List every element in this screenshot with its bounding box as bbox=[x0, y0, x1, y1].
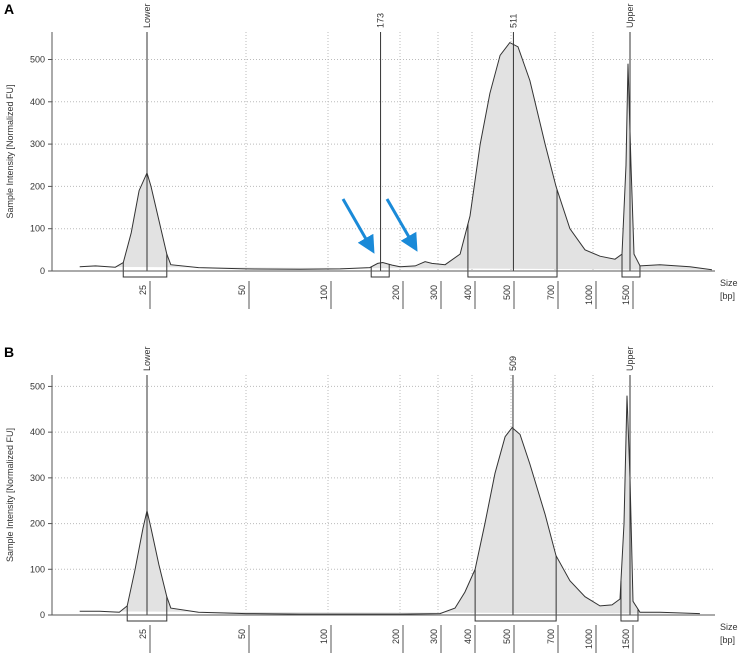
arrow bbox=[341, 198, 375, 254]
x-tick-label: 400 bbox=[463, 285, 473, 300]
x-tick-label: 1500 bbox=[621, 285, 631, 305]
y-tick-label: 300 bbox=[30, 473, 45, 483]
y-tick-label: 100 bbox=[30, 564, 45, 574]
peak-label: 509 bbox=[508, 356, 518, 371]
arrows bbox=[341, 198, 418, 254]
peak-label: Lower bbox=[142, 346, 152, 371]
x-tick-label: 200 bbox=[391, 285, 401, 300]
y-tick-label: 100 bbox=[30, 224, 45, 234]
y-tick-label: 200 bbox=[30, 181, 45, 191]
y-tick-label: 300 bbox=[30, 139, 45, 149]
integration-region bbox=[474, 555, 557, 622]
panel-label: A bbox=[4, 1, 14, 17]
x-tick-label: 100 bbox=[319, 285, 329, 300]
x-axis-unit: [bp] bbox=[720, 635, 735, 645]
y-axis-label: Sample Intensity [Normalized FU] bbox=[5, 428, 15, 562]
y-axis-label: Sample Intensity [Normalized FU] bbox=[5, 84, 15, 218]
panel: A Sample Intensity [Normalized FU] Size [bp… bbox=[4, 1, 738, 309]
y-tick-label: 400 bbox=[30, 97, 45, 107]
x-tick-label: 25 bbox=[138, 629, 148, 639]
electropherogram-curve bbox=[79, 395, 700, 615]
x-tick-label: 1000 bbox=[584, 285, 594, 305]
y-tick-label: 500 bbox=[30, 54, 45, 64]
peak-label: Upper bbox=[625, 3, 635, 28]
x-tick-label: 400 bbox=[463, 629, 473, 644]
peak-label: Lower bbox=[142, 3, 152, 28]
x-tick-label: 300 bbox=[429, 629, 439, 644]
y-tick-label: 0 bbox=[40, 266, 45, 276]
x-tick-label: 700 bbox=[546, 285, 556, 300]
y-tick-label: 400 bbox=[30, 427, 45, 437]
electropherogram-curve bbox=[79, 41, 712, 271]
x-axis-label: Size bbox=[720, 278, 738, 288]
integration-region bbox=[126, 596, 168, 622]
y-tick-label: 200 bbox=[30, 519, 45, 529]
integration-region bbox=[122, 254, 168, 278]
x-tick-label: 50 bbox=[237, 285, 247, 295]
x-tick-label: 100 bbox=[319, 629, 329, 644]
x-axis-unit: [bp] bbox=[720, 291, 735, 301]
x-tick-label: 1500 bbox=[621, 629, 631, 649]
peak-label: Upper bbox=[625, 346, 635, 371]
x-tick-label: 500 bbox=[502, 285, 512, 300]
peak-label: 511 bbox=[508, 14, 518, 28]
x-tick-label: 25 bbox=[138, 285, 148, 295]
x-tick-label: 700 bbox=[546, 629, 556, 644]
panel-label: B bbox=[4, 344, 14, 360]
integration-region bbox=[467, 189, 558, 278]
x-tick-label: 500 bbox=[502, 629, 512, 644]
x-axis-label: Size bbox=[720, 622, 738, 632]
peak-label: 173 bbox=[376, 13, 386, 28]
x-tick-label: 1000 bbox=[584, 629, 594, 649]
x-tick-label: 300 bbox=[429, 285, 439, 300]
x-tick-label: 50 bbox=[237, 629, 247, 639]
arrow bbox=[385, 198, 418, 252]
x-tick-label: 200 bbox=[391, 629, 401, 644]
y-tick-label: 500 bbox=[30, 381, 45, 391]
y-tick-label: 0 bbox=[40, 610, 45, 620]
panel: B Sample Intensity [Normalized FU] Size [bp… bbox=[4, 344, 738, 653]
